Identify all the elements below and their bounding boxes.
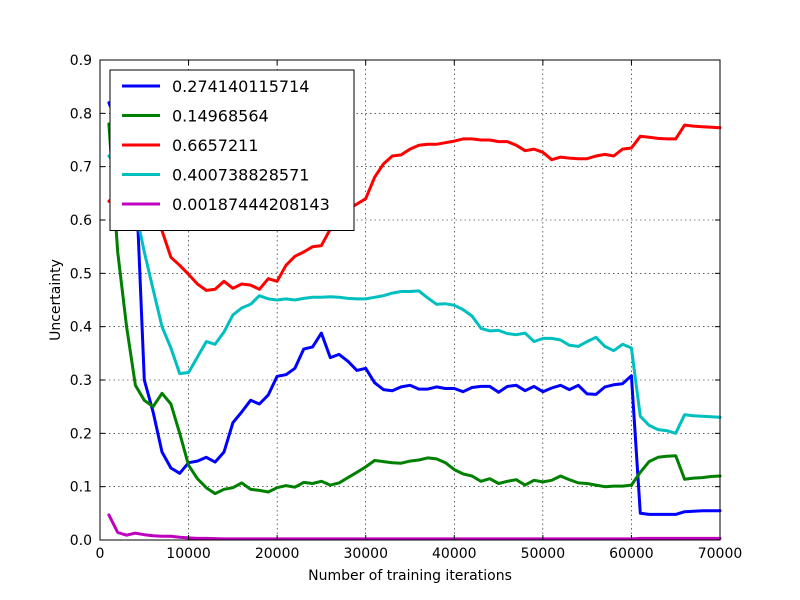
x-tick-label: 0 — [96, 546, 105, 562]
legend-label: 0.14968564 — [172, 107, 269, 126]
y-tick-label: 0.3 — [70, 373, 92, 389]
x-tick-label: 60000 — [609, 546, 654, 562]
x-tick-label: 30000 — [343, 546, 388, 562]
y-tick-label: 0.4 — [70, 320, 92, 336]
series-line-5 — [107, 513, 722, 541]
y-tick-label: 0.0 — [70, 533, 92, 549]
y-tick-label: 0.2 — [70, 426, 92, 442]
axis-ticks — [99, 59, 721, 541]
y-tick-label: 0.9 — [70, 53, 92, 69]
y-tick-label: 0.1 — [70, 480, 92, 496]
tick-labels: 0 10000 20000 30000 40000 50000 60000 700000.00… — [70, 53, 743, 562]
legend-label: 0.6657211 — [172, 136, 259, 155]
series-line-1 — [107, 101, 722, 516]
series-line-2 — [107, 122, 722, 496]
x-tick-label: 40000 — [432, 546, 477, 562]
plot-area-frame — [99, 59, 721, 541]
x-tick-label: 20000 — [255, 546, 300, 562]
y-tick-label: 0.7 — [70, 160, 92, 176]
legend: 0.274140115714 0.14968564 0.6657211 0.40073… — [109, 69, 355, 231]
x-tick-label: 10000 — [166, 546, 211, 562]
legend-label: 0.400738828571 — [172, 166, 309, 185]
legend-label: 0.00187444208143 — [172, 195, 330, 214]
x-tick-label: 50000 — [521, 546, 566, 562]
y-tick-label: 0.6 — [70, 213, 92, 229]
legend-label: 0.274140115714 — [172, 77, 309, 96]
x-axis-label: Number of training iterations — [308, 568, 512, 584]
y-tick-label: 0.5 — [70, 266, 92, 282]
x-tick-label: 70000 — [698, 546, 743, 562]
series-line-3 — [107, 123, 722, 292]
series-lines — [107, 101, 722, 541]
series-line-4 — [107, 154, 722, 435]
y-axis-label: Uncertainty — [48, 259, 64, 341]
y-tick-label: 0.8 — [70, 106, 92, 122]
